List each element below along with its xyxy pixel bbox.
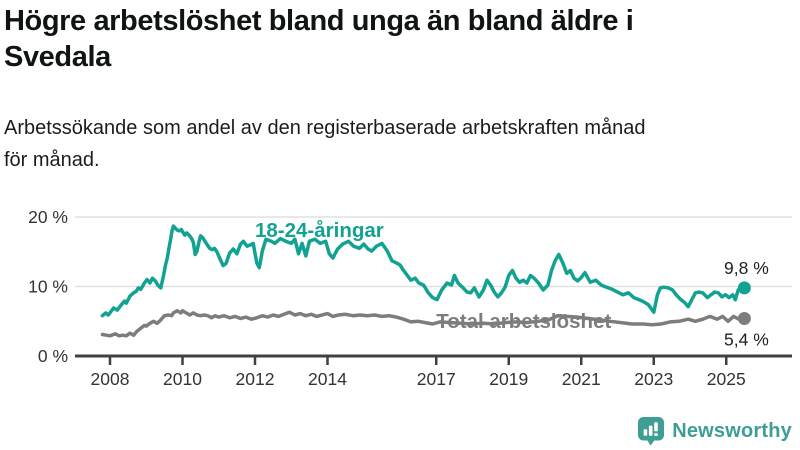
x-tick-label-2017: 2017: [417, 369, 456, 389]
title-line-2: Svedala: [4, 40, 111, 73]
y-tick-label-20: 20 %: [28, 207, 68, 227]
subtitle-line-1: Arbetssökande som andel av den registerb…: [4, 117, 646, 139]
series-line-1: [100, 309, 747, 338]
chart-subtitle: Arbetssökande som andel av den registerb…: [4, 113, 794, 176]
series-name-label-1: Total arbetslöshet: [436, 310, 611, 333]
x-tick-label-2014: 2014: [308, 369, 347, 389]
subtitle-line-2: för månad.: [4, 148, 100, 171]
newsworthy-icon: [638, 417, 665, 446]
title-line-1: Högre arbetslöshet bland unga än bland ä…: [4, 5, 634, 37]
x-tick-label-2021: 2021: [562, 369, 601, 389]
newsworthy-wordmark: Newsworthy: [672, 419, 792, 442]
x-tick-label-2023: 2023: [634, 369, 673, 389]
x-tick-label-2012: 2012: [236, 369, 275, 389]
x-tick-label-2010: 2010: [163, 369, 202, 389]
y-tick-label-0: 0 %: [38, 346, 68, 366]
newsworthy-logo[interactable]: Newsworthy: [637, 416, 792, 446]
series-end-value-label-0: 9,8 %: [724, 258, 769, 278]
series-end-value-label-1: 5,4 %: [724, 329, 769, 349]
series-line-0: [100, 224, 747, 318]
series-end-dot-0: [737, 281, 751, 295]
series-name-label-0: 18-24-åringar: [255, 219, 384, 242]
series-end-dot-1: [737, 311, 751, 325]
x-tick-label-2008: 2008: [91, 369, 130, 389]
unemployment-line-chart: 0 % 10 % 20 % 2008 2010 2012 2014 2017 2019 2021 2…: [28, 207, 792, 389]
x-tick-label-2019: 2019: [489, 369, 528, 389]
y-tick-label-10: 10 %: [28, 277, 68, 297]
page-title: Högre arbetslöshet bland unga än bland ä…: [4, 4, 784, 76]
x-tick-label-2025: 2025: [707, 369, 746, 389]
